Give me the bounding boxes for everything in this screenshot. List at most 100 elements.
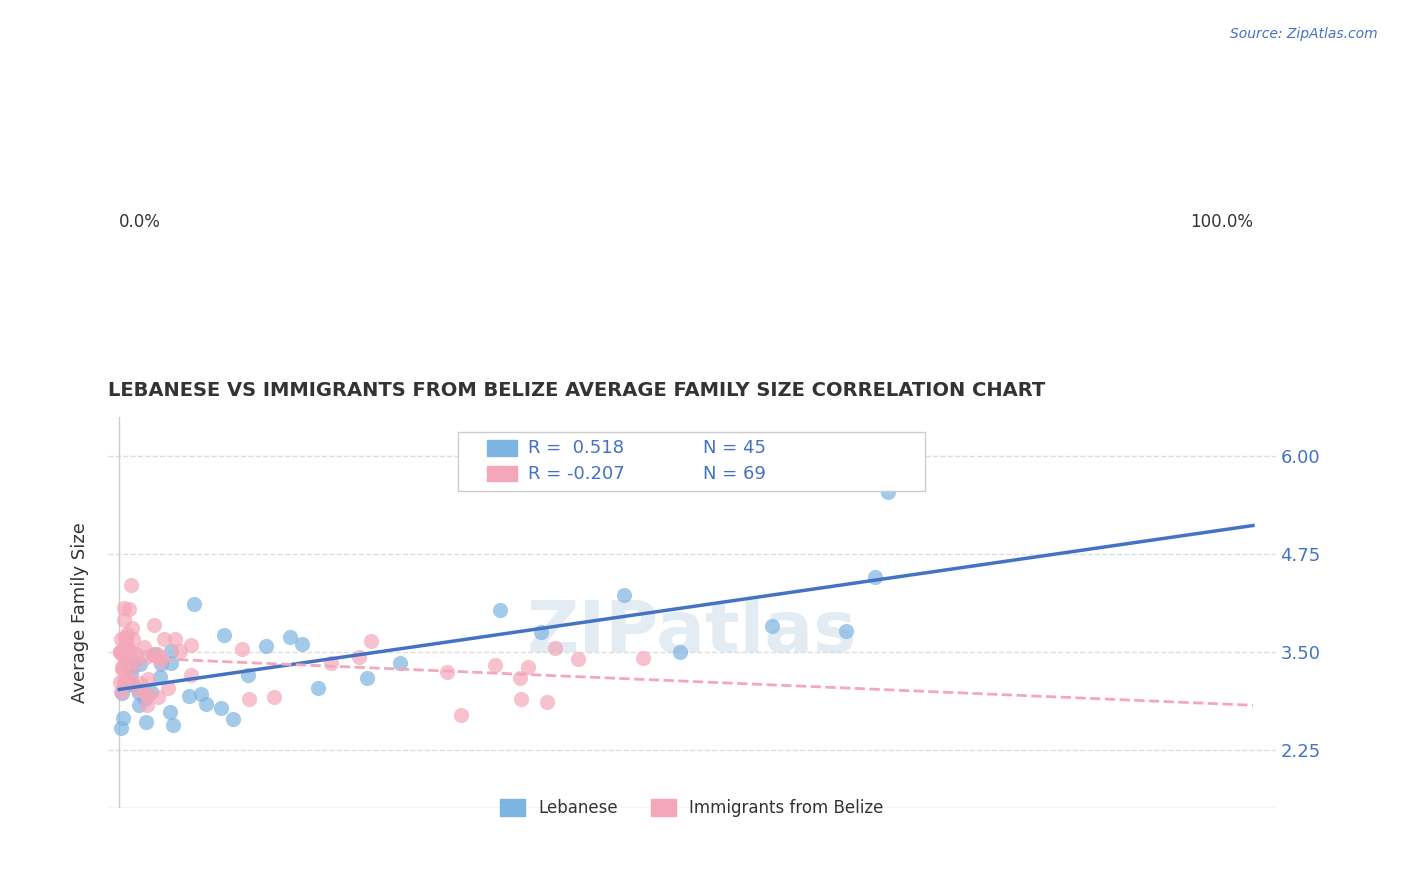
Point	[212, 628, 235, 642]
Point	[876, 485, 898, 500]
Point	[136, 673, 159, 687]
Point	[516, 659, 538, 673]
Point	[669, 645, 692, 659]
Point	[319, 656, 342, 670]
Point	[110, 632, 132, 647]
Point	[613, 588, 636, 602]
Point	[156, 681, 179, 696]
Y-axis label: Average Family Size: Average Family Size	[72, 522, 89, 703]
Point	[114, 674, 136, 689]
Point	[149, 670, 172, 684]
Point	[114, 677, 136, 691]
Point	[180, 639, 202, 653]
Point	[209, 701, 232, 715]
Point	[129, 676, 152, 690]
Point	[110, 685, 132, 699]
Point	[631, 650, 654, 665]
Point	[136, 688, 159, 702]
Point	[169, 644, 191, 658]
Point	[231, 642, 253, 657]
Point	[254, 639, 277, 653]
Point	[389, 656, 412, 670]
Point	[114, 630, 136, 644]
Point	[120, 660, 142, 674]
Point	[536, 695, 558, 709]
Point	[179, 689, 201, 703]
Point	[835, 624, 858, 639]
Point	[307, 681, 329, 695]
Point	[278, 631, 301, 645]
Point	[114, 673, 136, 688]
Point	[110, 645, 132, 659]
Point	[121, 659, 143, 673]
Point	[162, 718, 184, 732]
Point	[509, 692, 531, 706]
Text: 0.0%: 0.0%	[120, 213, 162, 231]
Point	[263, 690, 285, 705]
Point	[146, 690, 169, 705]
Point	[159, 706, 181, 720]
Point	[291, 637, 314, 651]
Point	[121, 678, 143, 692]
Point	[484, 657, 506, 672]
Legend: Lebanese, Immigrants from Belize: Lebanese, Immigrants from Belize	[494, 792, 890, 823]
Point	[118, 658, 141, 673]
Point	[150, 649, 173, 664]
Point	[143, 618, 166, 632]
Point	[120, 644, 142, 658]
Point	[110, 644, 132, 658]
Point	[121, 673, 143, 687]
Bar	[488, 466, 516, 482]
Point	[136, 688, 159, 702]
Point	[117, 652, 139, 666]
Text: 100.0%: 100.0%	[1189, 213, 1253, 231]
Point	[150, 657, 173, 672]
Point	[112, 646, 135, 660]
Point	[183, 598, 205, 612]
Point	[118, 643, 141, 657]
Point	[153, 632, 176, 647]
Point	[236, 668, 259, 682]
Point	[141, 685, 163, 699]
Point	[112, 640, 135, 654]
Text: N = 69: N = 69	[703, 465, 766, 483]
Point	[544, 640, 567, 655]
Point	[118, 676, 141, 690]
Point	[863, 570, 886, 584]
Point	[110, 675, 132, 690]
Point	[115, 626, 138, 640]
Point	[142, 648, 165, 662]
Point	[160, 644, 183, 658]
Point	[121, 632, 143, 646]
Point	[112, 676, 135, 690]
Point	[112, 659, 135, 673]
Point	[761, 619, 783, 633]
Point	[489, 603, 512, 617]
Point	[160, 656, 183, 670]
Point	[115, 632, 138, 646]
Point	[356, 672, 378, 686]
Point	[136, 698, 159, 712]
Text: R =  0.518: R = 0.518	[529, 439, 624, 457]
Point	[120, 578, 142, 592]
Text: Source: ZipAtlas.com: Source: ZipAtlas.com	[1230, 27, 1378, 41]
FancyBboxPatch shape	[458, 433, 925, 491]
Text: LEBANESE VS IMMIGRANTS FROM BELIZE AVERAGE FAMILY SIZE CORRELATION CHART: LEBANESE VS IMMIGRANTS FROM BELIZE AVERA…	[108, 381, 1045, 400]
Point	[567, 652, 589, 666]
Text: R = -0.207: R = -0.207	[529, 465, 626, 483]
Point	[128, 657, 150, 671]
Point	[128, 698, 150, 713]
Point	[509, 671, 531, 685]
Point	[436, 665, 458, 679]
Point	[117, 602, 139, 616]
Point	[110, 645, 132, 659]
Point	[450, 708, 472, 723]
Point	[222, 712, 245, 726]
Point	[120, 666, 142, 681]
Point	[111, 686, 134, 700]
Point	[190, 687, 212, 701]
Point	[180, 668, 202, 682]
Point	[120, 658, 142, 673]
Point	[115, 635, 138, 649]
Point	[142, 647, 165, 661]
